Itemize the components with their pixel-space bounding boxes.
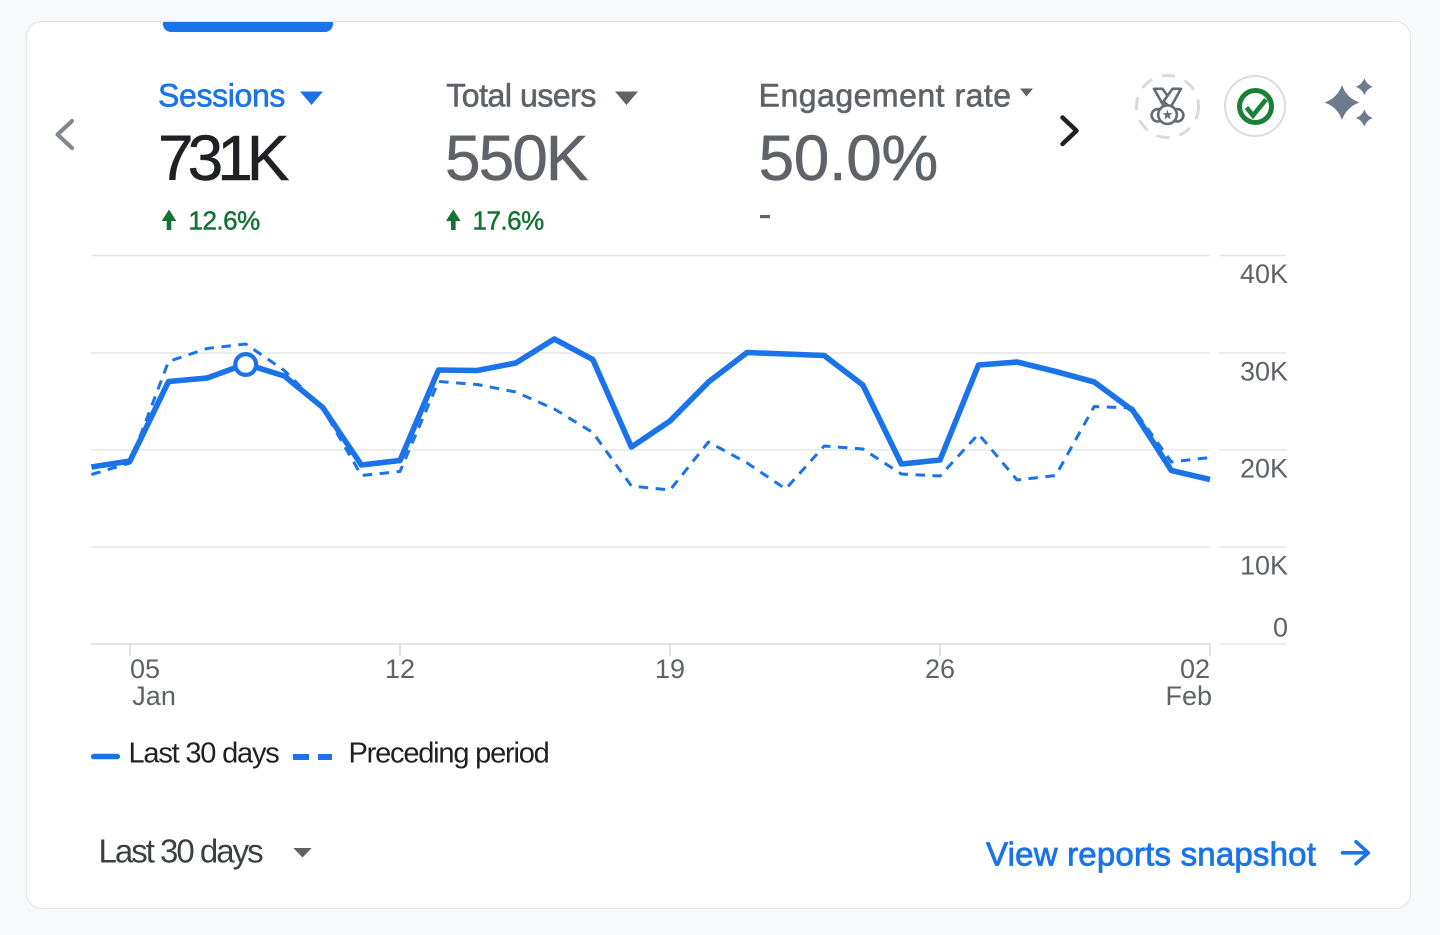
svg-text:View reports snapshot: View reports snapshot — [986, 836, 1316, 873]
svg-text:Preceding period: Preceding period — [349, 738, 549, 770]
svg-text:10K: 10K — [1240, 551, 1288, 581]
svg-text:Last 30 days: Last 30 days — [129, 738, 280, 770]
svg-text:05: 05 — [130, 654, 160, 684]
svg-text:Jan: Jan — [132, 681, 176, 711]
svg-text:40K: 40K — [1240, 259, 1288, 289]
svg-text:550K: 550K — [445, 122, 588, 194]
svg-text:17.6%: 17.6% — [473, 206, 545, 236]
svg-text:12: 12 — [385, 654, 415, 684]
svg-text:50.0%: 50.0% — [759, 122, 938, 194]
svg-text:26: 26 — [925, 654, 955, 684]
svg-text:20K: 20K — [1240, 454, 1288, 484]
svg-text:Engagement rate: Engagement rate — [759, 78, 1012, 114]
svg-text:Feb: Feb — [1165, 681, 1212, 711]
svg-text:12.6%: 12.6% — [189, 206, 261, 236]
svg-text:19: 19 — [655, 654, 685, 684]
svg-text:02: 02 — [1180, 654, 1210, 684]
svg-text:30K: 30K — [1240, 357, 1288, 387]
svg-text:Total users: Total users — [446, 78, 596, 114]
svg-text:Sessions: Sessions — [158, 78, 285, 114]
svg-text:Last 30 days: Last 30 days — [99, 833, 264, 870]
svg-text:0: 0 — [1273, 613, 1288, 643]
svg-text:731K: 731K — [158, 122, 289, 194]
